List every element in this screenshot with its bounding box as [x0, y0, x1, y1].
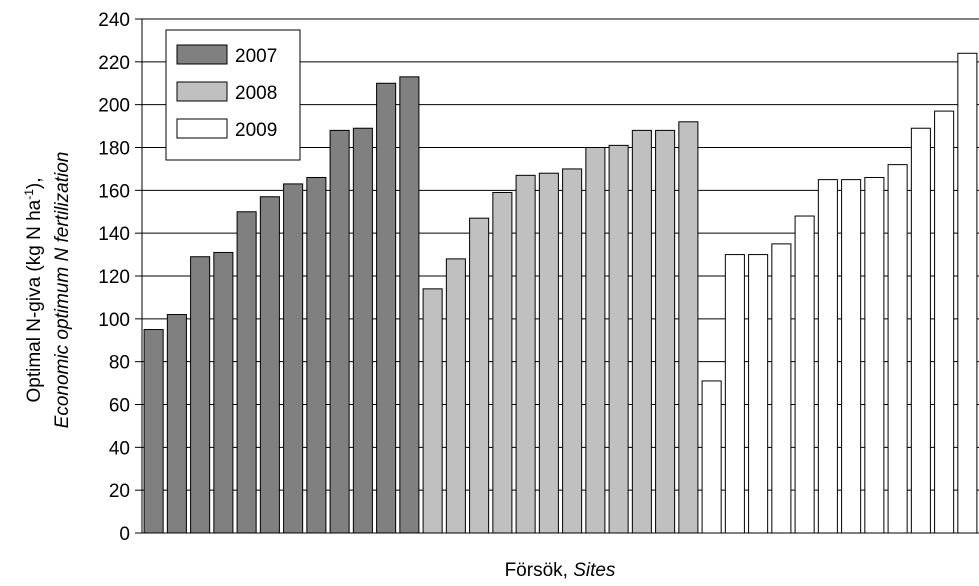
x-axis-title-text: Försök,: [505, 560, 574, 581]
y-tick-label: 180: [98, 139, 130, 160]
bar-2009-12: [957, 52, 978, 534]
bar-2009-1: [701, 380, 722, 534]
bar-2007-3: [190, 256, 211, 534]
legend-swatch-2009: [176, 118, 228, 139]
y-tick-label: 200: [98, 96, 130, 117]
bar-2008-11: [655, 129, 676, 534]
y-axis-title-close: ),: [24, 177, 45, 189]
y-tick-label: 100: [98, 310, 130, 331]
bar-2008-12: [678, 121, 699, 534]
y-tick-label: 40: [109, 438, 130, 459]
y-tick-label: 140: [98, 224, 130, 245]
bar-2009-7: [841, 179, 862, 534]
bar-2009-9: [887, 164, 908, 534]
bar-2009-8: [864, 176, 885, 534]
bar-2008-3: [469, 217, 490, 534]
bar-2009-11: [934, 110, 955, 534]
y-tick-label: 20: [109, 481, 130, 502]
legend-swatch-2008: [176, 81, 228, 102]
bar-2009-4: [771, 243, 792, 534]
legend-label-2007: 2007: [235, 46, 277, 67]
bar-2009-6: [817, 179, 838, 534]
bar-2008-8: [585, 147, 606, 534]
bar-2007-5: [236, 211, 257, 534]
bar-2008-6: [538, 172, 559, 534]
bar-2007-10: [352, 127, 373, 534]
bar-2007-4: [213, 251, 234, 534]
bar-2007-11: [376, 82, 397, 534]
bars: [143, 52, 978, 534]
x-axis-title-italic: Sites: [573, 560, 616, 581]
y-tick-label: 80: [109, 353, 130, 374]
bar-2007-6: [259, 196, 280, 534]
bar-2009-5: [794, 215, 815, 534]
bar-2008-7: [562, 168, 583, 534]
bar-2007-1: [143, 329, 164, 534]
bar-2008-10: [631, 129, 652, 534]
bar-2009-10: [910, 127, 931, 534]
legend-swatch-2007: [176, 44, 228, 65]
y-axis-ticks: 0 20 40 60 80 100 120 140 160 180 200 220 240: [98, 10, 142, 545]
y-tick-label: 220: [98, 53, 130, 74]
y-axis-title-line1: Optimal N-giva (kg N ha-1),: [22, 177, 45, 402]
x-axis-title: Försök, Sites: [505, 560, 616, 581]
bar-2007-2: [166, 314, 187, 534]
y-axis-title-text: Optimal N-giva (kg N ha: [24, 199, 45, 402]
y-tick-label: 120: [98, 267, 130, 288]
legend-item-2008: 2008: [176, 81, 277, 104]
legend-label-2008: 2008: [235, 83, 277, 104]
y-tick-label: 160: [98, 181, 130, 202]
legend-label-2009: 2009: [235, 120, 277, 141]
y-tick-label: 0: [119, 524, 130, 545]
bar-2009-3: [748, 254, 769, 534]
bar-2008-9: [608, 144, 629, 534]
y-axis-title-superscript: -1: [22, 189, 36, 200]
legend-item-2009: 2009: [176, 118, 277, 141]
bar-2008-2: [445, 258, 466, 534]
y-axis-title-line2: Economic optimum N fertilization: [52, 152, 73, 429]
bar-2009-2: [724, 254, 745, 534]
y-tick-label: 240: [98, 10, 130, 31]
bar-2008-1: [422, 288, 443, 534]
bar-2007-8: [306, 176, 327, 534]
bar-2007-9: [329, 129, 350, 534]
bar-2008-4: [492, 191, 513, 534]
legend-item-2007: 2007: [176, 44, 277, 67]
bar-2007-7: [283, 183, 304, 534]
bar-2007-12: [399, 76, 420, 534]
legend: 2007 2008 2009: [165, 29, 301, 161]
bar-2008-5: [515, 174, 536, 534]
y-tick-label: 60: [109, 396, 130, 417]
